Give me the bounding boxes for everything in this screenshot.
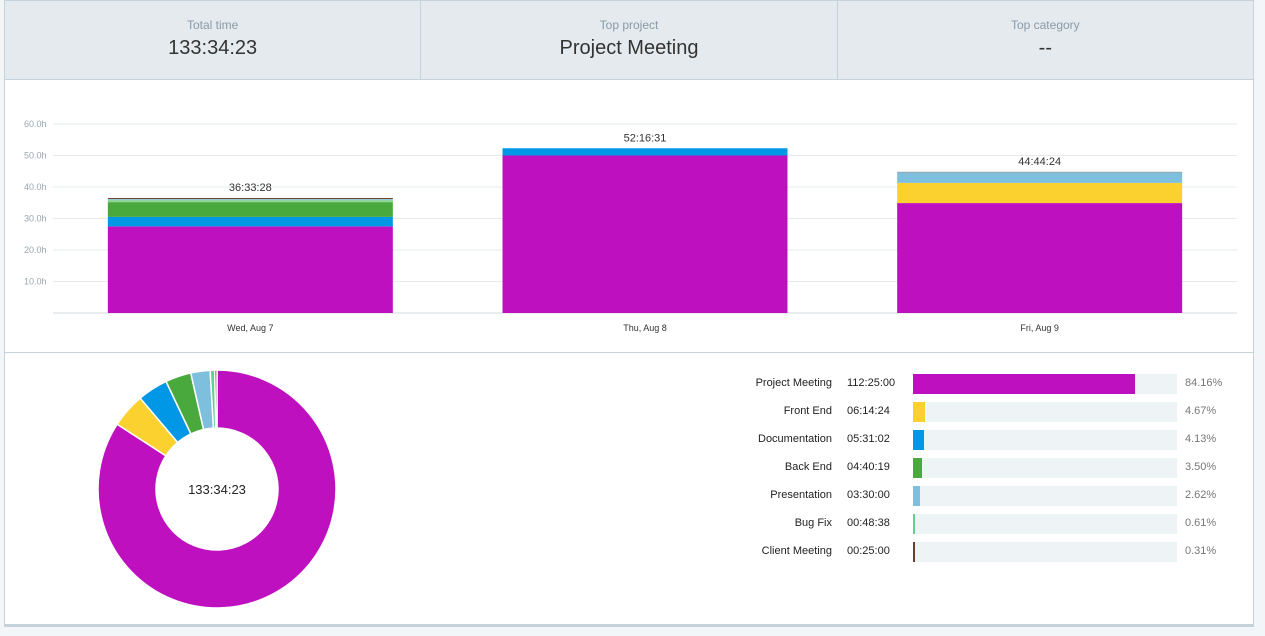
project-percent: 3.50% [1185,461,1217,473]
bar-segment[interactable] [897,203,1183,313]
share-bar-fill [913,374,1136,394]
top-category-label: Top category [1010,18,1080,32]
y-tick-label: 50.0h [24,151,47,161]
project-duration: 03:30:00 [847,489,890,501]
bar-total-label: 52:16:31 [624,132,667,144]
top-category-value: -- [1038,37,1052,59]
bar-segment[interactable] [107,198,393,199]
project-duration: 00:48:38 [847,517,890,529]
total-time-value: 133:34:23 [168,37,258,59]
y-tick-label: 10.0h [24,277,47,287]
project-name: Back End [784,461,832,473]
bar-segment[interactable] [107,199,393,203]
project-percent: 4.67% [1185,405,1217,417]
report-panel: Total time 133:34:23 Top project Project… [4,0,1254,627]
project-breakdown-list: Project Meeting 112:25:00 84.16% Front End 0… [705,370,1245,566]
share-bar-track [913,542,1177,562]
project-name: Documentation [758,433,832,445]
project-duration: 112:25:00 [847,377,896,389]
bar-segment[interactable] [502,148,788,156]
top-project-stat: Top project Project Meeting [421,1,838,79]
share-bar-track [913,458,1177,478]
share-bar-fill [913,430,924,450]
breakdown-row[interactable]: Presentation 03:30:00 2.62% [705,482,1245,510]
bar-segment[interactable] [897,172,1183,183]
breakdown-row[interactable]: Front End 06:14:24 4.67% [705,398,1245,426]
share-bar-fill [913,514,915,534]
share-bar-fill [913,458,923,478]
project-percent: 84.16% [1185,377,1223,389]
total-time-stat: Total time 133:34:23 [5,1,422,79]
summary-bar: Total time 133:34:23 Top project Project… [5,1,1253,80]
breakdown-row[interactable]: Client Meeting 00:25:00 0.31% [705,538,1245,566]
project-name: Project Meeting [755,377,832,389]
share-bar-track [913,374,1177,394]
total-time-label: Total time [186,18,239,32]
project-duration: 06:14:24 [847,405,890,417]
x-tick-label: Thu, Aug 8 [623,323,667,333]
top-category-stat: Top category -- [838,1,1253,79]
project-name: Presentation [770,489,832,501]
y-tick-label: 40.0h [24,182,47,192]
share-bar-track [913,402,1177,422]
project-duration: 04:40:19 [847,461,890,473]
donut-slice[interactable] [97,369,337,609]
bar-total-label: 44:44:24 [1018,156,1061,168]
y-tick-label: 20.0h [24,245,47,255]
bar-chart-svg: 60.0h 50.0h 40.0h 30.0h 20.0h 10.0h 36:33:28 We… [24,119,1237,333]
share-bar-track [913,430,1177,450]
project-duration: 00:25:00 [847,545,890,557]
share-bar-fill [913,486,920,506]
y-tick-label: 60.0h [24,119,47,129]
share-bar-track [913,486,1177,506]
daily-bar-chart: 60.0h 50.0h 40.0h 30.0h 20.0h 10.0h 36:33:28 We… [5,81,1253,353]
breakdown-row[interactable]: Bug Fix 00:48:38 0.61% [705,510,1245,538]
project-duration: 05:31:02 [847,433,890,445]
project-name: Client Meeting [761,545,832,557]
donut-chart [97,369,337,609]
bar-total-label: 36:33:28 [229,182,272,194]
breakdown-row[interactable]: Project Meeting 112:25:00 84.16% [705,370,1245,398]
breakdown-row[interactable]: Back End 04:40:19 3.50% [705,454,1245,482]
share-bar-fill [913,542,915,562]
share-bar-track [913,514,1177,534]
bar-segment[interactable] [502,155,788,314]
top-project-label: Top project [599,18,659,32]
project-percent: 0.61% [1185,517,1217,529]
bar-segment[interactable] [107,226,393,313]
donut-slice[interactable] [213,369,218,429]
y-tick-label: 30.0h [24,214,47,224]
project-percent: 2.62% [1185,489,1217,501]
bar-segment[interactable] [107,198,393,200]
share-bar-fill [913,402,926,422]
x-tick-label: Wed, Aug 7 [227,323,273,333]
project-name: Bug Fix [794,517,832,529]
breakdown-section: 133:34:23 Project Meeting 112:25:00 84.16%… [5,354,1253,626]
x-tick-label: Fri, Aug 9 [1020,323,1059,333]
project-percent: 4.13% [1185,433,1217,445]
bar-segment[interactable] [107,216,393,227]
project-name: Front End [783,405,832,417]
bar-segment[interactable] [107,202,393,217]
bar-segment[interactable] [897,182,1183,204]
top-project-value: Project Meeting [559,37,699,59]
breakdown-row[interactable]: Documentation 05:31:02 4.13% [705,426,1245,454]
project-percent: 0.31% [1185,545,1217,557]
